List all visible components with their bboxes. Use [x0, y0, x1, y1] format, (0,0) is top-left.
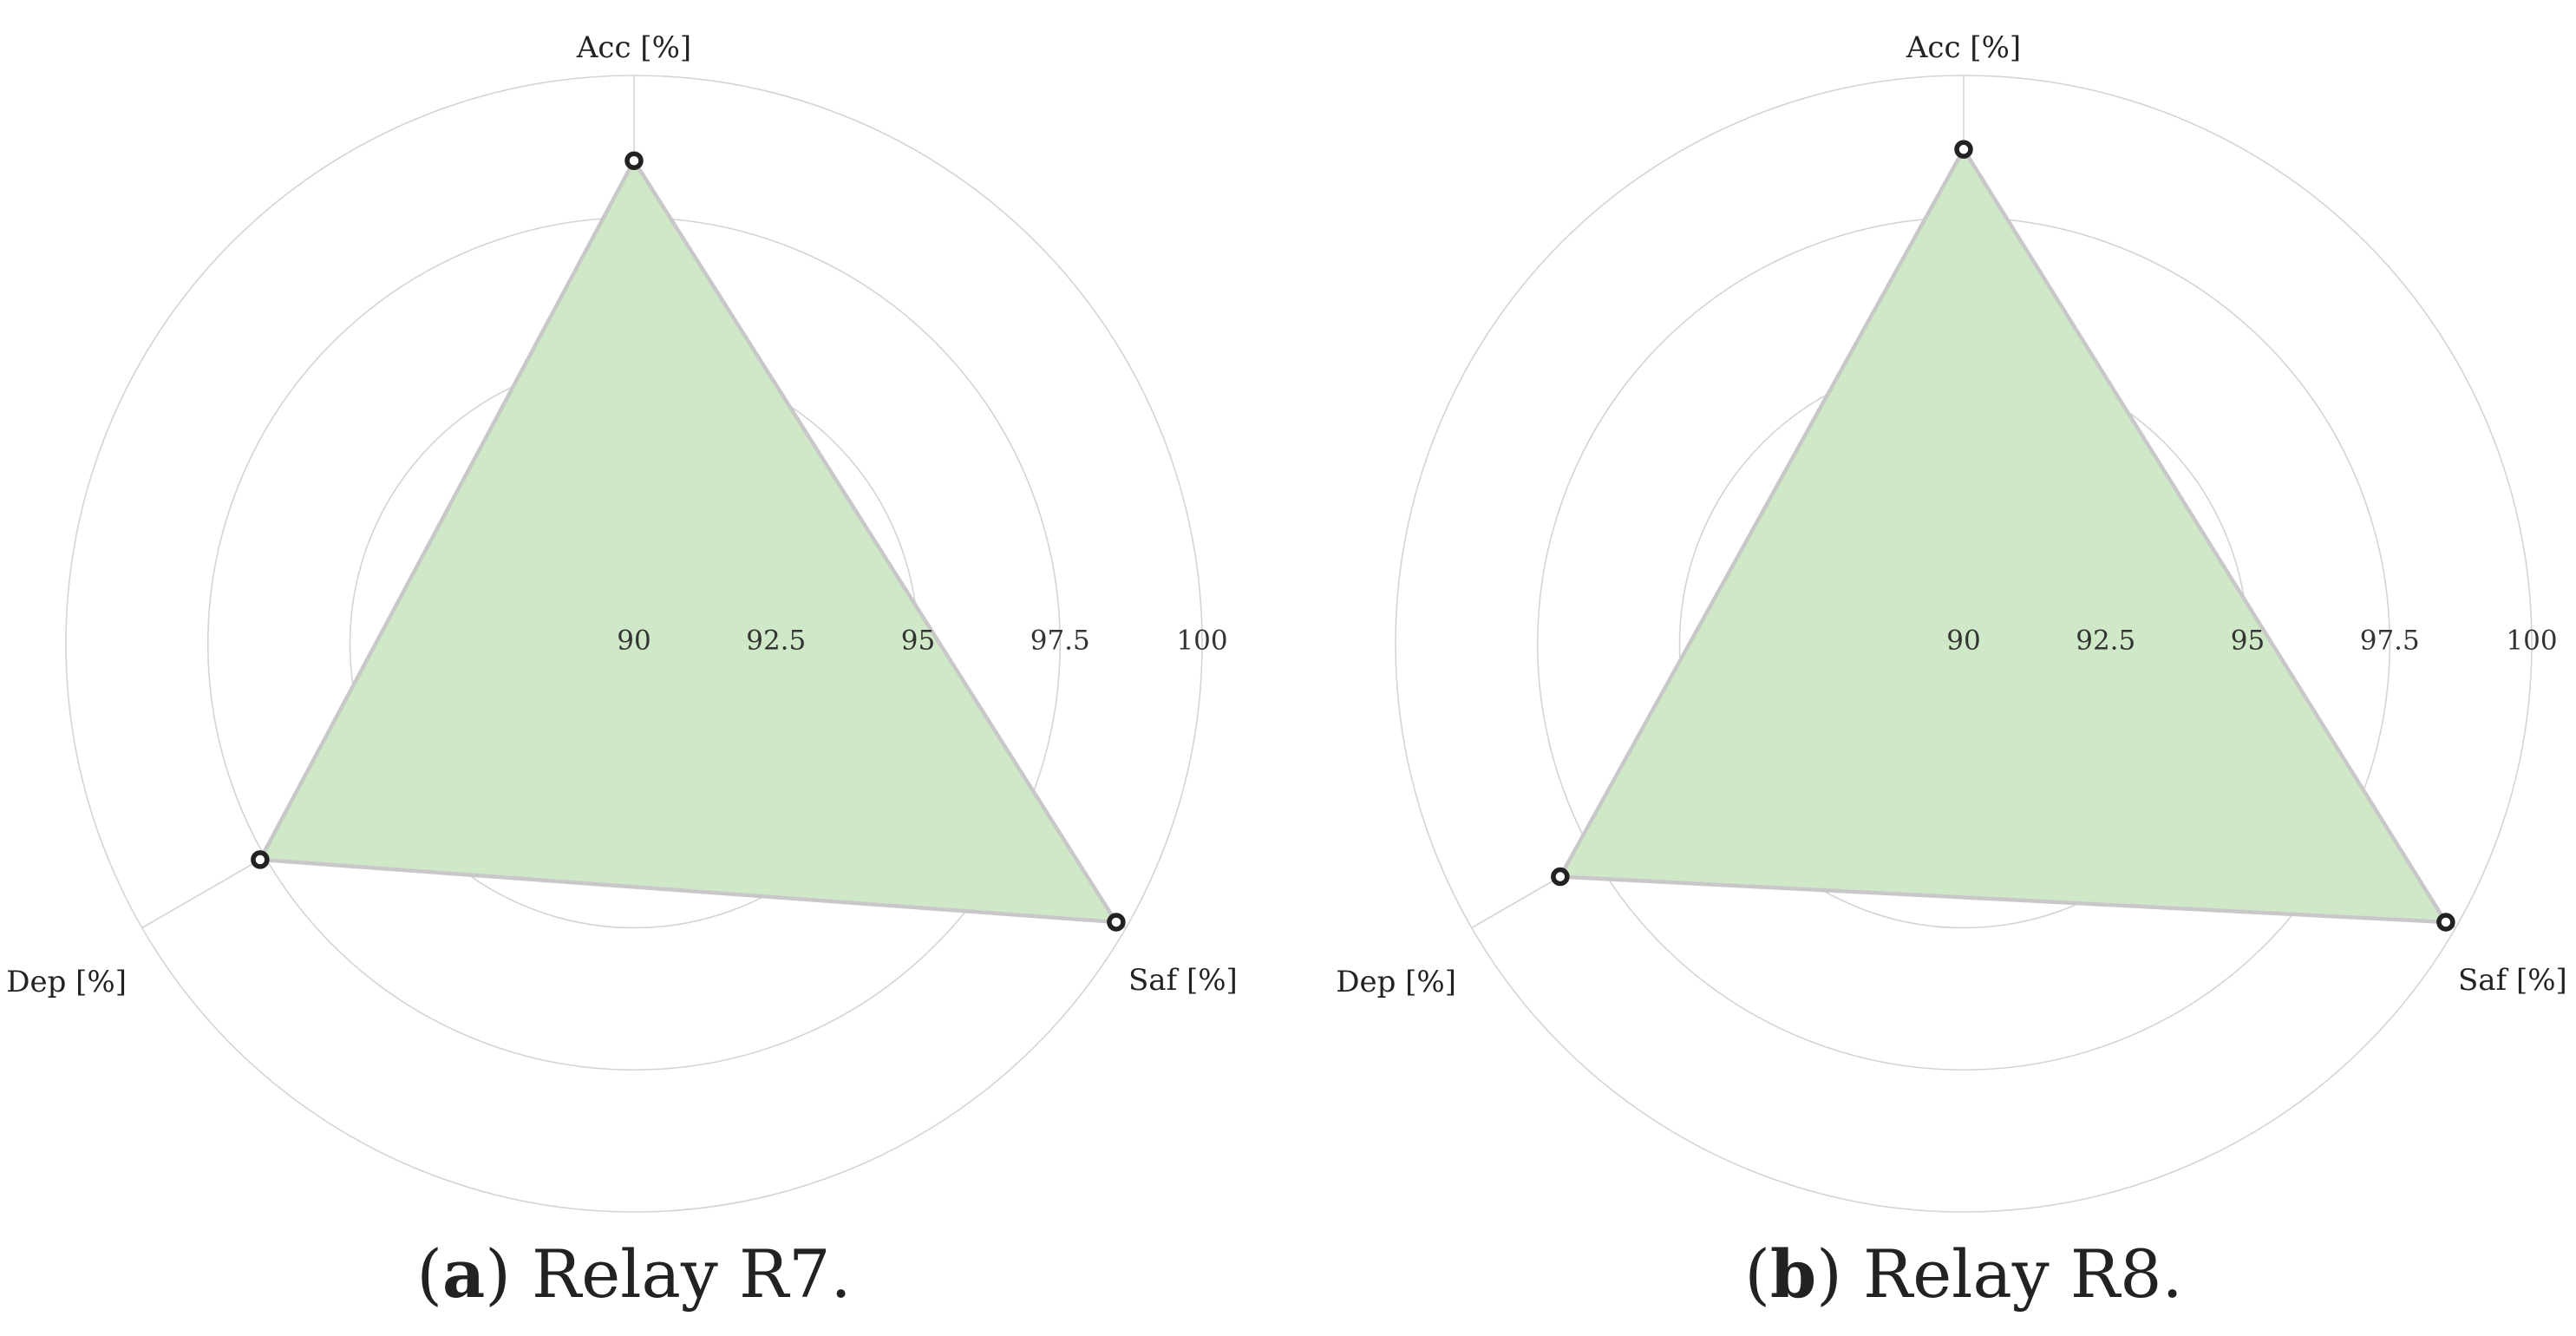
radial-tick-label: 90	[617, 625, 651, 657]
radar-panel-b: 90 92.5 95 97.5 100 Acc [%] Saf [%] Dep [%] (b) …	[1336, 30, 2567, 1313]
axis-label: Acc [%]	[1906, 30, 2021, 65]
axis-label: Saf [%]	[1128, 963, 1238, 998]
data-point	[1107, 913, 1126, 932]
radial-tick-label: 95	[901, 625, 935, 657]
radar-panel-a: 90 92.5 95 97.5 100 Acc [%] Saf [%] Dep [%] (a) …	[6, 30, 1238, 1313]
radial-tick-label: 92.5	[746, 625, 806, 657]
panel-caption: (b) Relay R8.	[1744, 1235, 2182, 1313]
axis-label: Acc [%]	[576, 30, 691, 65]
data-point	[251, 850, 270, 869]
radial-tick-label: 90	[1946, 625, 1980, 657]
axis-label: Dep [%]	[6, 965, 127, 999]
radial-tick-label: 100	[2506, 625, 2557, 657]
radial-tick-label: 100	[1176, 625, 1227, 657]
data-polygon	[1557, 145, 2450, 925]
panel-caption: (a) Relay R7.	[416, 1235, 851, 1313]
radial-tick-label: 97.5	[1030, 625, 1090, 657]
axis-label: Dep [%]	[1336, 965, 1456, 999]
data-point	[2436, 913, 2455, 932]
radial-tick-label: 97.5	[2360, 625, 2420, 657]
data-point	[1954, 140, 1973, 159]
axis-label: Saf [%]	[2458, 963, 2567, 998]
data-point	[1551, 867, 1570, 887]
data-point	[624, 151, 644, 170]
radial-tick-label: 95	[2231, 625, 2265, 657]
data-polygon	[257, 156, 1121, 925]
radial-tick-label: 92.5	[2076, 625, 2135, 657]
